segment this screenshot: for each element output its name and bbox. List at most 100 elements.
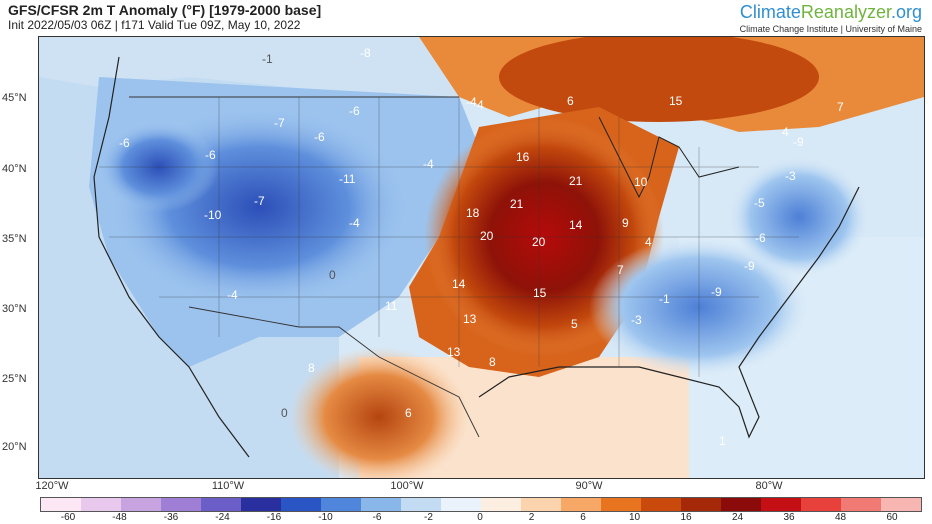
lon-label-80w: 80°W bbox=[755, 480, 783, 492]
colorbar-tick-label: -60 bbox=[60, 512, 76, 523]
anomaly-label: 13 bbox=[463, 312, 477, 326]
anomaly-label: 4 bbox=[782, 125, 789, 139]
anomaly-label: 8 bbox=[308, 361, 315, 375]
anomaly-label: -4 bbox=[349, 216, 360, 230]
colorbar bbox=[40, 497, 922, 512]
anomaly-label: 4 bbox=[645, 235, 652, 249]
colorbar-segment bbox=[321, 498, 361, 511]
anomaly-label: -6 bbox=[349, 104, 360, 118]
anomaly-label: -6 bbox=[314, 130, 325, 144]
colorbar-tick-label: -10 bbox=[318, 512, 333, 523]
colorbar-segment bbox=[801, 498, 841, 511]
colorbar-segment bbox=[561, 498, 601, 511]
anomaly-label: -10 bbox=[204, 208, 222, 222]
anomaly-label: 13 bbox=[447, 345, 461, 359]
colorbar-tick-label: 6 bbox=[580, 512, 586, 523]
brand-name: ClimateReanalyzer.org bbox=[739, 2, 922, 22]
anomaly-label: 1 bbox=[719, 434, 726, 448]
lat-label-40: 40°N bbox=[2, 163, 27, 175]
anomaly-label: -9 bbox=[793, 135, 804, 149]
lon-label-110w: 110°W bbox=[211, 480, 245, 492]
map-canvas: -8 -1 -6 -6 -7 -6 -6 -11 -7 -10 -4 -4 -4… bbox=[39, 37, 924, 478]
anomaly-label: -9 bbox=[711, 285, 722, 299]
anomaly-label: 20 bbox=[532, 235, 546, 249]
brand-logo[interactable]: ClimateReanalyzer.org Climate Change Ins… bbox=[740, 2, 922, 34]
colorbar-segment bbox=[481, 498, 521, 511]
lat-label-30: 30°N bbox=[2, 303, 27, 315]
colorbar-segment bbox=[441, 498, 481, 511]
anomaly-label: -11 bbox=[339, 172, 356, 186]
anomaly-label: 14 bbox=[569, 218, 583, 232]
anomaly-label: -4 bbox=[227, 288, 238, 302]
anomaly-label: -3 bbox=[785, 169, 796, 183]
anomaly-label: -6 bbox=[755, 231, 766, 245]
anomaly-label: 5 bbox=[571, 317, 578, 331]
anomaly-label: 15 bbox=[533, 286, 547, 300]
great-lakes-shoreline bbox=[598, 116, 740, 199]
colorbar-segment bbox=[41, 498, 81, 511]
colorbar-tick-label: 24 bbox=[731, 512, 744, 523]
anomaly-label: -5 bbox=[754, 196, 765, 210]
colorbar-segment bbox=[121, 498, 161, 511]
anomaly-label: 14 bbox=[452, 277, 466, 291]
anomaly-label: 9 bbox=[622, 216, 629, 230]
anomaly-map[interactable]: -8 -1 -6 -6 -7 -6 -6 -11 -7 -10 -4 -4 -4… bbox=[38, 36, 925, 479]
anomaly-label: 11 bbox=[385, 299, 398, 313]
anomaly-label: 0 bbox=[329, 268, 336, 282]
lon-label-90w: 90°W bbox=[575, 480, 603, 492]
anomaly-label: -9 bbox=[744, 259, 755, 273]
anomaly-label: 6 bbox=[405, 406, 412, 420]
colorbar-segment bbox=[81, 498, 121, 511]
lat-label-25: 25°N bbox=[2, 373, 27, 385]
colorbar-segment bbox=[161, 498, 201, 511]
colorbar-segment bbox=[601, 498, 641, 511]
colorbar-segment bbox=[401, 498, 441, 511]
colorbar-segment bbox=[681, 498, 721, 511]
anomaly-label: -7 bbox=[254, 194, 265, 208]
colorbar-tick-label: 2 bbox=[528, 512, 535, 523]
anomaly-label: -6 bbox=[119, 136, 130, 150]
anomaly-label: 4 bbox=[477, 98, 484, 112]
colorbar-tick-label: -16 bbox=[266, 512, 282, 523]
anomaly-label: 6 bbox=[567, 94, 574, 108]
colorbar-tick-label: -2 bbox=[424, 512, 433, 523]
anomaly-label: 10 bbox=[634, 175, 648, 189]
colorbar-tick-label: 60 bbox=[886, 512, 898, 523]
colorbar-segment bbox=[241, 498, 281, 511]
state-borders bbox=[99, 97, 799, 377]
gulf-atlantic-coastline bbox=[478, 186, 860, 439]
brand-tagline: Climate Change Institute | University of… bbox=[739, 24, 922, 34]
colorbar-segment bbox=[201, 498, 241, 511]
canada-hot-core bbox=[499, 37, 819, 122]
anomaly-label: -1 bbox=[262, 52, 273, 66]
pacific-coastline bbox=[93, 56, 250, 458]
anomaly-label: -4 bbox=[466, 95, 477, 109]
anomaly-label: 8 bbox=[489, 355, 496, 369]
east-coast-cool-core bbox=[729, 157, 869, 277]
map-subtitle: Init 2022/05/03 06Z | f171 Valid Tue 09Z… bbox=[8, 18, 301, 32]
colorbar-tick-label: 48 bbox=[834, 512, 847, 523]
colorbar-segment bbox=[641, 498, 681, 511]
lat-label-35: 35°N bbox=[2, 233, 27, 245]
anomaly-label: 16 bbox=[516, 150, 530, 164]
anomaly-label: 15 bbox=[669, 94, 683, 108]
colorbar-segment bbox=[841, 498, 881, 511]
colorbar-segment bbox=[761, 498, 801, 511]
colorbar-segment bbox=[281, 498, 321, 511]
colorbar-tick-label: 10 bbox=[628, 512, 641, 523]
anomaly-label: -4 bbox=[423, 157, 434, 171]
colorbar-labels: -60 -48 -36 -24 -16 -10 -6 -2 0 2 6 10 16 24 36 48 60 bbox=[40, 512, 920, 524]
colorbar-segment bbox=[881, 498, 921, 511]
anomaly-label: 20 bbox=[480, 229, 494, 243]
anomaly-label: -1 bbox=[659, 292, 670, 306]
colorbar-segment bbox=[521, 498, 561, 511]
anomaly-label: -7 bbox=[274, 116, 285, 130]
anomaly-label: 0 bbox=[281, 406, 288, 420]
anomaly-label: 21 bbox=[510, 197, 524, 211]
colorbar-tick-label: 0 bbox=[477, 512, 483, 523]
anomaly-label: 21 bbox=[569, 174, 583, 188]
anomaly-label: 18 bbox=[466, 206, 480, 220]
colorbar-segment bbox=[361, 498, 401, 511]
anomaly-labels: -8 -1 -6 -6 -7 -6 -6 -11 -7 -10 -4 -4 -4… bbox=[119, 46, 844, 448]
colorbar-tick-label: -48 bbox=[112, 512, 127, 523]
